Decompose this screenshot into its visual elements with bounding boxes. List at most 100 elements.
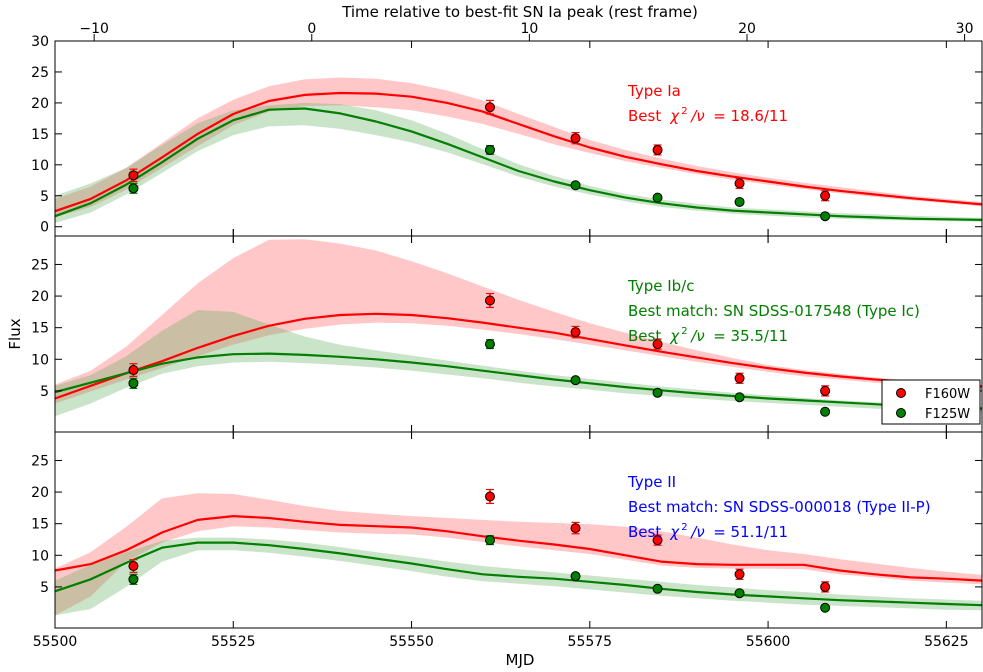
nu-symbol: /ν <box>689 327 704 345</box>
y-tick-label: 20 <box>31 96 49 112</box>
chi2-value: = 18.6/11 <box>713 107 788 125</box>
chi2-value: = 51.1/11 <box>713 523 788 541</box>
nu-symbol: /ν <box>689 523 704 541</box>
data-point-f160w <box>734 178 745 189</box>
model-band-f125w <box>55 310 982 417</box>
annotation-line: Best match: SN SDSS-000018 (Type II-P) <box>628 498 931 516</box>
y-tick-label: 10 <box>31 548 49 564</box>
data-point-f160w <box>734 569 745 580</box>
data-point-f125w <box>570 375 581 386</box>
model-band-f160w <box>55 493 982 616</box>
legend-marker-f125w <box>896 408 906 418</box>
top-x-tick-label: 0 <box>307 21 316 37</box>
data-point-f160w <box>820 190 831 201</box>
chi2-symbol: χ <box>669 523 680 541</box>
data-point-f160w <box>734 373 745 384</box>
data-point-f125w <box>484 339 495 350</box>
data-point-f125w <box>484 535 495 546</box>
data-point-f125w <box>128 183 139 194</box>
data-point-f160w <box>820 581 831 592</box>
data-point-f160w <box>128 365 139 376</box>
y-tick-label: 10 <box>31 158 49 174</box>
data-point-f125w <box>652 583 663 594</box>
legend-label-f160w: F160W <box>925 387 970 402</box>
model-line-f160w <box>55 515 982 582</box>
panel-plot-area <box>55 239 982 417</box>
y-axis-label: Flux <box>6 318 24 349</box>
annotation-line: Best <box>628 107 661 125</box>
legend-label-f125w: F125W <box>925 407 970 422</box>
data-point-f160w <box>570 523 581 534</box>
y-tick-label: 5 <box>40 580 49 596</box>
top-x-axis-label: Time relative to best-fit SN Ia peak (re… <box>341 3 698 21</box>
data-point-f125w <box>652 387 663 398</box>
x-tick-label: 55500 <box>33 634 78 650</box>
data-point-f125w <box>484 144 495 155</box>
top-x-tick-label: 30 <box>956 21 974 37</box>
chi2-value: = 35.5/11 <box>713 327 788 345</box>
chi2-superscript: 2 <box>681 522 687 533</box>
top-x-tick-label: −10 <box>79 21 109 37</box>
y-tick-label: 20 <box>31 485 49 501</box>
y-tick-label: 15 <box>31 321 49 337</box>
x-tick-label: 55550 <box>389 634 434 650</box>
data-point-f160w <box>484 295 495 306</box>
panel-plot-area <box>55 493 982 616</box>
model-line-f125w <box>55 352 982 410</box>
data-point-f160w <box>570 327 581 338</box>
y-tick-label: 25 <box>31 257 49 273</box>
y-tick-label: 30 <box>31 34 49 50</box>
data-point-f160w <box>820 385 831 396</box>
legend: F160W F125W <box>881 379 981 425</box>
data-point-f160w <box>652 144 663 155</box>
x-tick-label: 55525 <box>211 634 256 650</box>
annotation-line: Best <box>628 523 661 541</box>
y-tick-label: 5 <box>40 189 49 205</box>
data-point-f125w <box>734 392 745 403</box>
data-point-f160w <box>128 170 139 181</box>
top-x-tick-label: 20 <box>738 21 756 37</box>
y-tick-label: 10 <box>31 352 49 368</box>
x-tick-label: 55625 <box>924 634 969 650</box>
y-tick-label: 20 <box>31 289 49 305</box>
annotation-line: Type Ib/c <box>627 277 694 295</box>
data-point-f160w <box>652 535 663 546</box>
top-x-tick-label: 10 <box>520 21 538 37</box>
panel-frame <box>54 431 983 629</box>
data-point-f125w <box>128 378 139 389</box>
model-line-f160w <box>55 91 982 213</box>
data-point-f125w <box>570 180 581 191</box>
y-tick-label: 15 <box>31 517 49 533</box>
data-point-f125w <box>734 588 745 599</box>
nu-symbol: /ν <box>689 107 704 125</box>
data-point-f160w <box>652 339 663 350</box>
x-tick-label: 55575 <box>568 634 613 650</box>
annotation-line: Best <box>628 327 661 345</box>
model-band-f160w <box>55 239 982 404</box>
data-point-f160w <box>570 133 581 144</box>
y-tick-label: 25 <box>31 453 49 469</box>
data-point-f125w <box>652 192 663 203</box>
x-axis-label: MJD <box>506 651 535 669</box>
y-tick-label: 0 <box>40 220 49 236</box>
y-tick-label: 15 <box>31 127 49 143</box>
data-point-f125w <box>820 602 831 613</box>
data-point-f160w <box>484 102 495 113</box>
data-point-f125w <box>820 406 831 417</box>
chi2-symbol: χ <box>669 107 680 125</box>
data-point-f160w <box>484 491 495 502</box>
annotation-line: Type II <box>627 473 676 491</box>
model-line-f125w <box>55 541 982 607</box>
data-point-f125w <box>820 211 831 222</box>
x-tick-label: 55600 <box>746 634 791 650</box>
chi2-superscript: 2 <box>681 326 687 337</box>
data-point-f125w <box>734 196 745 207</box>
annotation-line: Best match: SN SDSS-017548 (Type Ic) <box>628 302 920 320</box>
y-tick-label: 25 <box>31 65 49 81</box>
data-point-f160w <box>128 561 139 572</box>
data-point-f125w <box>570 571 581 582</box>
model-line-f160w <box>55 312 982 400</box>
legend-marker-f160w <box>896 388 906 398</box>
annotation-line: Type Ia <box>627 82 681 100</box>
